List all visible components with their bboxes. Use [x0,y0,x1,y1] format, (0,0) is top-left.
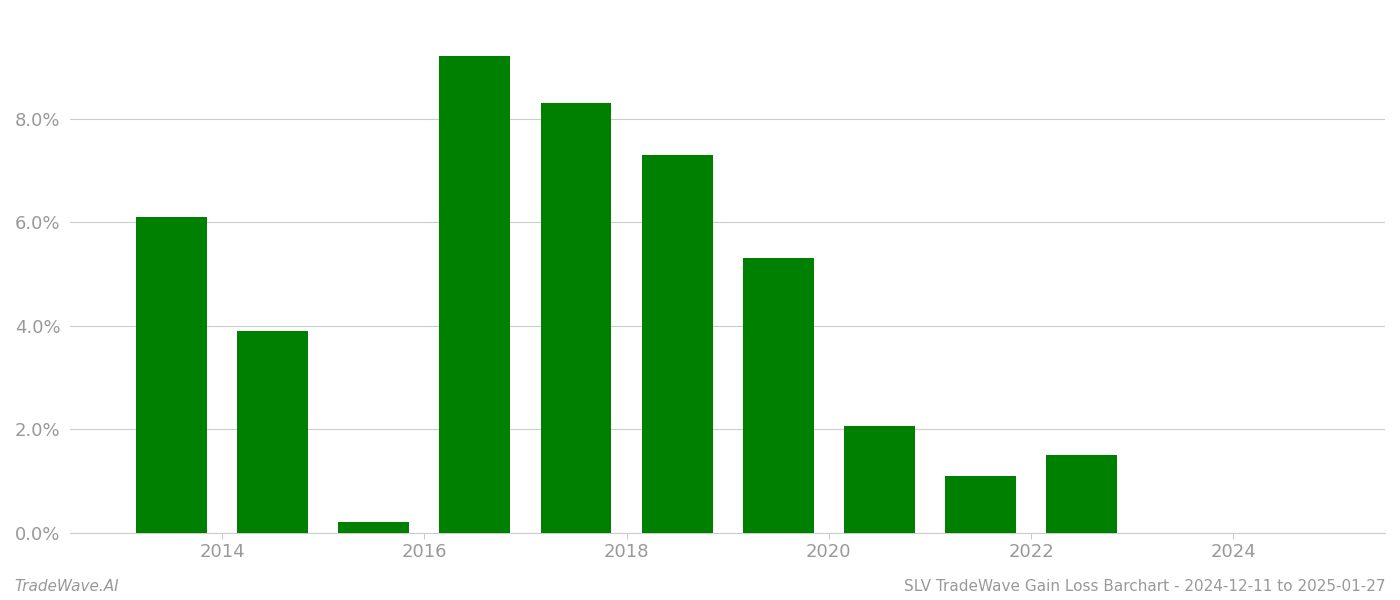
Bar [136,217,207,533]
Bar [540,103,612,533]
Bar [743,258,813,533]
Bar [237,331,308,533]
Bar [641,155,713,533]
Bar [945,476,1016,533]
Text: TradeWave.AI: TradeWave.AI [14,579,119,594]
Bar [844,427,914,533]
Bar [1046,455,1117,533]
Text: SLV TradeWave Gain Loss Barchart - 2024-12-11 to 2025-01-27: SLV TradeWave Gain Loss Barchart - 2024-… [904,579,1386,594]
Bar [339,522,409,533]
Bar [440,56,510,533]
